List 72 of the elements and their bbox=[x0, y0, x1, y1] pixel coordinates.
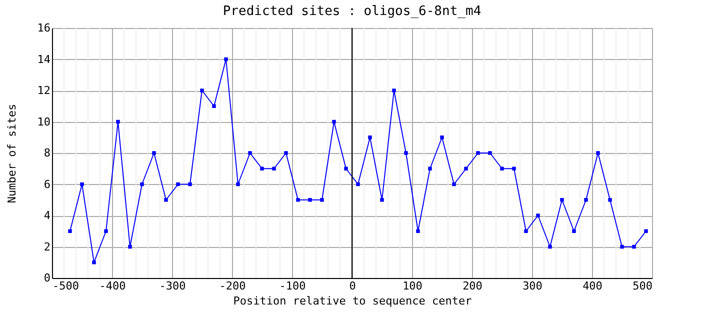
x-tick-label: -500 bbox=[52, 280, 79, 292]
point bbox=[512, 166, 516, 170]
point bbox=[188, 182, 192, 186]
point bbox=[140, 182, 144, 186]
point bbox=[368, 136, 372, 140]
point bbox=[128, 244, 132, 249]
point bbox=[428, 166, 432, 170]
point bbox=[92, 260, 96, 264]
point bbox=[476, 151, 480, 155]
point bbox=[644, 229, 648, 233]
x-axis-title: Position relative to sequence center bbox=[233, 294, 472, 308]
point bbox=[440, 136, 444, 140]
x-tick-label: 400 bbox=[582, 280, 602, 292]
point bbox=[620, 244, 624, 249]
point bbox=[104, 229, 108, 233]
point bbox=[284, 151, 288, 155]
point bbox=[608, 198, 612, 202]
x-tick-label: -200 bbox=[219, 280, 246, 292]
y-tick-label: 0 bbox=[44, 272, 50, 284]
point bbox=[344, 166, 348, 170]
point bbox=[452, 182, 456, 186]
point bbox=[152, 151, 156, 155]
point bbox=[380, 198, 384, 202]
point bbox=[116, 120, 120, 124]
point bbox=[488, 151, 492, 155]
point bbox=[464, 166, 468, 170]
x-tick-label: 300 bbox=[522, 280, 542, 292]
point bbox=[404, 151, 408, 155]
y-tick-label: 6 bbox=[44, 178, 50, 191]
y-tick-label: 2 bbox=[44, 240, 50, 254]
point bbox=[500, 166, 504, 170]
point bbox=[200, 88, 204, 92]
x-tick-label: -300 bbox=[159, 280, 186, 292]
point bbox=[308, 198, 312, 202]
y-tick-label: 8 bbox=[44, 146, 50, 160]
y-tick-label: 16 bbox=[37, 22, 50, 34]
x-tick-label: 0 bbox=[349, 280, 356, 292]
point bbox=[248, 151, 252, 155]
point bbox=[212, 104, 216, 108]
point bbox=[176, 182, 180, 186]
x-tick-label: -100 bbox=[279, 280, 306, 292]
point bbox=[416, 229, 420, 233]
x-tick-label: 500 bbox=[632, 280, 652, 292]
point bbox=[320, 198, 324, 202]
point bbox=[572, 229, 576, 233]
point bbox=[224, 57, 228, 62]
point bbox=[332, 120, 336, 124]
point bbox=[272, 166, 276, 170]
point bbox=[584, 198, 588, 202]
point bbox=[548, 244, 552, 249]
point bbox=[392, 88, 396, 92]
point bbox=[164, 198, 168, 202]
point bbox=[632, 244, 636, 249]
y-axis-title: Number of sites bbox=[5, 104, 18, 204]
point bbox=[296, 198, 300, 202]
y-tick-label: 14 bbox=[37, 52, 51, 66]
point bbox=[260, 166, 264, 170]
point bbox=[536, 214, 540, 218]
point bbox=[596, 151, 600, 155]
x-tick-label: 200 bbox=[462, 280, 482, 292]
point bbox=[236, 182, 240, 186]
point bbox=[80, 182, 84, 186]
y-tick-label: 10 bbox=[37, 115, 50, 128]
point bbox=[524, 229, 528, 233]
x-tick-label: -400 bbox=[99, 280, 126, 292]
chart-title: Predicted sites : oligos_6-8nt_m4 bbox=[222, 4, 482, 19]
point bbox=[68, 229, 72, 233]
y-tick-label: 12 bbox=[37, 84, 50, 97]
y-tick-label: 4 bbox=[44, 209, 51, 222]
point bbox=[356, 182, 360, 186]
point bbox=[560, 198, 564, 202]
x-tick-label: 100 bbox=[402, 280, 422, 292]
